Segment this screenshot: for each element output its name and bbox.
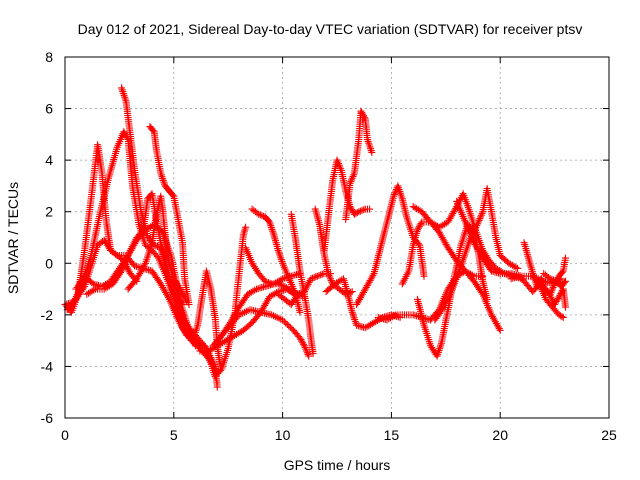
y-tick-label: 0	[45, 255, 53, 271]
marker-track	[540, 270, 569, 290]
y-tick-label: -6	[41, 410, 54, 426]
x-tick-labels: 0 5 10 15 20 25	[61, 427, 617, 443]
x-axis-label: GPS time / hours	[284, 457, 391, 473]
x-tick-label: 10	[275, 427, 291, 443]
marker-track	[431, 185, 522, 324]
series-sat-v	[353, 182, 428, 308]
marker-track	[274, 270, 334, 308]
marker-track	[342, 107, 376, 223]
y-tick-labels: -6 -4 -2 0 2 4 6 8	[41, 49, 54, 426]
x-tick-label: 5	[170, 427, 178, 443]
y-tick-label: 6	[45, 101, 53, 117]
tick-marks	[64, 56, 610, 419]
marker-track	[398, 218, 487, 288]
marker-track	[242, 244, 302, 298]
series-sat-h	[146, 123, 193, 308]
series-sat-t	[342, 107, 376, 223]
marker-track	[531, 275, 569, 311]
y-axis-label: SDTVAR / TECUs	[5, 182, 21, 294]
marker-track	[353, 182, 428, 308]
series-sat-q	[274, 270, 334, 308]
series-sat-o	[248, 205, 304, 316]
data-layer	[61, 84, 569, 391]
series-sat-g	[124, 192, 191, 306]
y-tick-label: 4	[45, 152, 53, 168]
marker-track	[248, 205, 304, 316]
marker-track	[213, 306, 313, 360]
x-tick-label: 0	[61, 427, 69, 443]
x-tick-label: 15	[384, 427, 400, 443]
marker-track	[409, 190, 526, 283]
series-sat-n	[242, 244, 302, 298]
chart-title: Day 012 of 2021, Sidereal Day-to-day VTE…	[78, 21, 583, 37]
series-sat-aa	[431, 185, 522, 324]
x-tick-label: 20	[492, 427, 508, 443]
x-tick-label: 25	[601, 427, 617, 443]
series-sat-af	[540, 270, 569, 290]
series-sat-x	[398, 218, 487, 288]
marker-track	[83, 190, 186, 308]
series-sat-f	[83, 190, 186, 308]
y-tick-label: -2	[41, 307, 54, 323]
series-sat-m	[213, 306, 313, 360]
marker-track	[322, 275, 404, 332]
marker-track	[124, 192, 191, 306]
series-sat-u	[322, 275, 404, 332]
marker-track	[146, 123, 193, 308]
plot-frame	[64, 56, 610, 419]
series-sat-ae	[531, 275, 569, 311]
series-sat-y	[409, 190, 526, 283]
y-tick-label: 2	[45, 204, 53, 220]
y-tick-label: -4	[41, 358, 54, 374]
y-tick-label: 8	[45, 49, 53, 65]
